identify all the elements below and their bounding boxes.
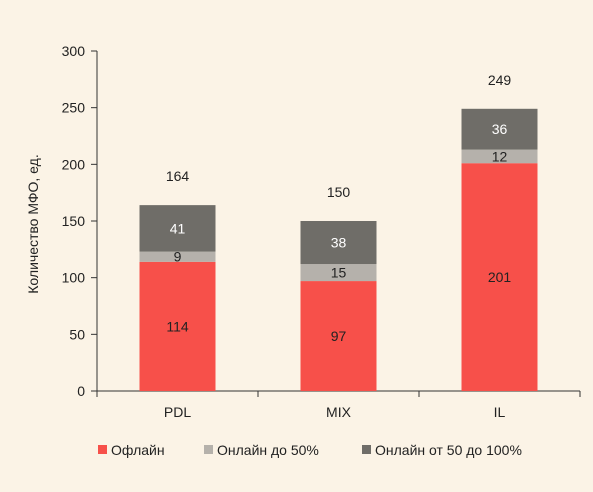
data-label: 36 [492,121,508,137]
bar-segment [139,205,216,252]
x-tick-label: MIX [326,404,352,420]
data-label: 12 [492,148,508,164]
legend-label: Онлайн до 50% [217,442,319,458]
data-label: 97 [331,328,347,344]
total-label: 150 [327,184,351,200]
bar-segment [461,163,538,391]
bar-segment [461,108,538,150]
total-label: 249 [488,72,512,88]
legend-swatch [98,445,107,454]
data-label: 41 [170,220,186,236]
data-label: 114 [166,318,189,334]
legend-label: Офлайн [111,442,165,458]
y-tick-label: 100 [62,270,86,286]
legend: Офлайн Онлайн до 50% Онлайн от 50 до 100% [98,442,522,458]
legend-swatch [362,445,371,454]
bar-segment [300,264,377,282]
bar-segment [300,281,377,391]
y-tick-label: 200 [62,156,86,172]
axes: 0 50 100 150 200 250 300 PDL MIX IL [62,43,581,420]
data-label: 201 [488,269,512,285]
data-label: 9 [174,249,182,265]
y-axis-title: Количество МФО, ед. [25,154,41,293]
x-tick-label: IL [494,404,506,420]
x-tick-label: PDL [164,404,191,420]
y-tick-label: 50 [69,326,85,342]
data-labels: 114 9 41 164 97 15 38 150 201 12 36 249 [166,72,512,344]
bar-segment [139,251,216,262]
y-tick-label: 300 [62,43,86,59]
bar-segment [139,261,216,391]
data-label: 38 [331,235,347,251]
data-label: 15 [331,265,347,281]
y-tick-label: 250 [62,100,86,116]
y-tick-label: 0 [77,383,85,399]
legend-swatch [204,445,213,454]
legend-label: Онлайн от 50 до 100% [375,442,522,458]
bars [139,108,538,391]
bar-segment [300,221,377,265]
total-label: 164 [166,168,190,184]
bar-segment [461,149,538,164]
y-tick-label: 150 [62,213,86,229]
